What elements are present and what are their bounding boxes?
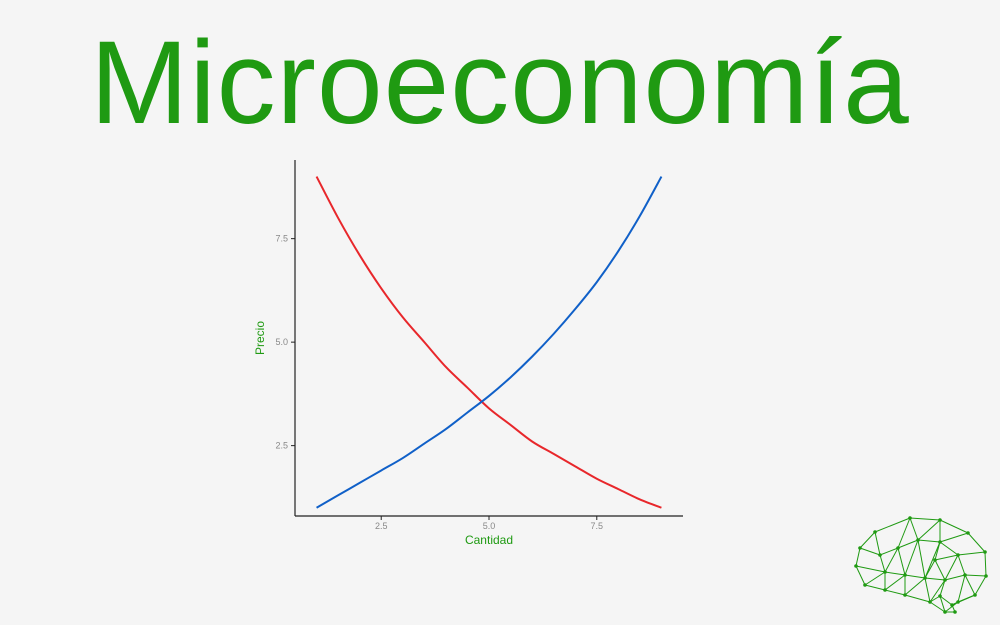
x-tick-label: 2.5: [375, 521, 388, 531]
y-axis-ticks: 2.5 5.0 7.5: [275, 234, 295, 451]
x-axis-label: Cantidad: [465, 533, 513, 547]
x-tick-label: 7.5: [591, 521, 604, 531]
y-tick-label: 5.0: [275, 337, 288, 347]
y-axis-label: Precio: [253, 321, 267, 355]
x-tick-label: 5.0: [483, 521, 496, 531]
page-title: Microeconomía: [90, 17, 910, 149]
x-axis-ticks: 2.5 5.0 7.5: [375, 516, 603, 531]
series-layer: [315, 176, 663, 509]
y-tick-label: 7.5: [275, 234, 288, 244]
demand-curve-line: [315, 176, 662, 509]
y-tick-label: 2.5: [275, 441, 288, 451]
supply-curve-line: [316, 176, 663, 509]
